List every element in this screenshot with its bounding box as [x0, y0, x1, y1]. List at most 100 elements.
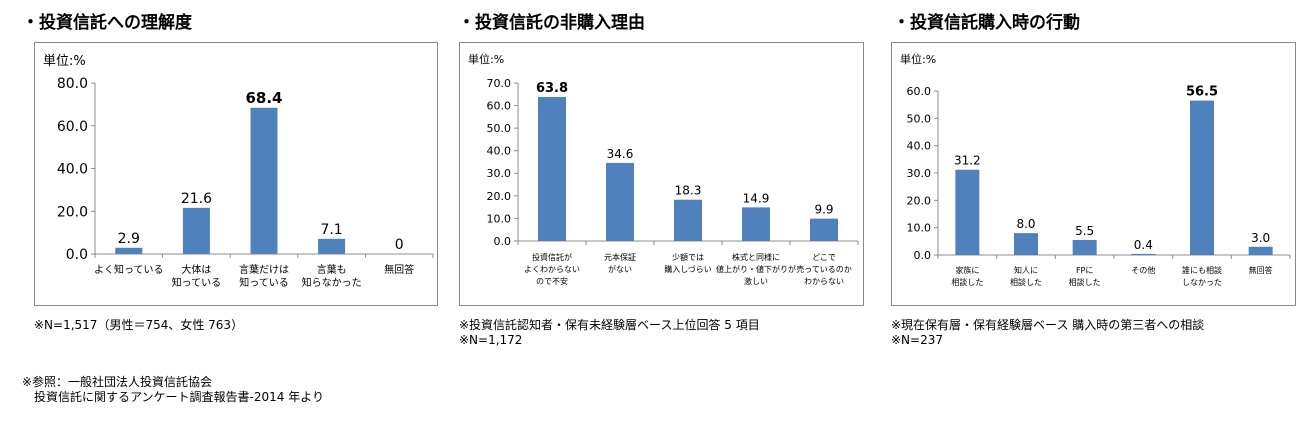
- source-reference: ※参照：一般社団法人投資信託協会 投資信託に関するアンケート調査報告書-2014…: [22, 375, 324, 405]
- chart1-panel: 単位:% 0.0 20.0 40.0 60.0 80.0 2.9 よく知っている 21.6 大体…: [34, 42, 438, 306]
- y-tick-label: 20.0: [487, 190, 512, 203]
- bar: [810, 218, 838, 241]
- category-label: 投資信託が: [532, 252, 572, 262]
- chart1-note: ※N=1,517（男性＝754、女性 763）: [34, 318, 243, 333]
- data-label: 34.6: [607, 147, 634, 161]
- bar: [1190, 100, 1214, 255]
- category-label: 激しい: [744, 276, 768, 286]
- data-label: 14.9: [743, 191, 770, 205]
- chart3-title: ・投資信託購入時の行動: [893, 13, 1080, 33]
- category-label: 無回答: [1249, 265, 1273, 275]
- category-label: 無回答: [384, 263, 414, 276]
- category-label: どこで: [812, 253, 836, 262]
- category-label: ので不安: [536, 276, 568, 286]
- data-label: 5.5: [1075, 224, 1094, 238]
- category-label: 家族に: [955, 265, 979, 275]
- bar: [1014, 233, 1038, 255]
- chart2-note: ※投資信託認知者・保有未経験層ベース上位回答 5 項目 ※N=1,172: [459, 318, 760, 348]
- chart3-note-line-1: ※現在保有層・保有経験層ベース 購入時の第三者への相談: [891, 318, 1205, 332]
- category-label: 相談した: [1069, 277, 1101, 287]
- bar: [1131, 253, 1156, 255]
- data-label: 21.6: [181, 191, 212, 207]
- category-label: 言葉だけは: [239, 263, 289, 276]
- y-tick-label: 50.0: [487, 122, 512, 135]
- data-label: 18.3: [675, 184, 702, 198]
- data-label: 9.9: [814, 203, 833, 217]
- chart3-note-line-2: ※N=237: [891, 333, 943, 347]
- category-label: わからない: [804, 277, 844, 286]
- y-tick-label: 50.0: [907, 112, 932, 125]
- y-tick-label: 0.0: [494, 235, 512, 248]
- bar: [955, 169, 980, 255]
- chart3-panel: 単位:% 0.0 10.0 20.0 30.0 40.0 50.0 60.0 31.2 家族に相…: [891, 42, 1296, 306]
- category-label: 大体は: [181, 263, 211, 276]
- chart2-note-line-2: ※N=1,172: [459, 333, 523, 347]
- bar: [115, 247, 143, 254]
- category-label: 少額では: [672, 252, 704, 262]
- category-label: 知人に: [1014, 265, 1038, 275]
- data-label: 31.2: [954, 154, 981, 168]
- bar: [538, 96, 566, 241]
- data-label: 68.4: [245, 89, 282, 107]
- source-line-2: 投資信託に関するアンケート調査報告書-2014 年より: [22, 390, 324, 404]
- chart2-unit-label: 単位:%: [468, 53, 505, 66]
- category-label: よく知っている: [94, 263, 164, 276]
- bar: [250, 107, 278, 254]
- category-label: 相談した: [951, 277, 983, 287]
- category-label: がない: [608, 264, 632, 274]
- category-label: 値上がり・値下がりが: [716, 264, 796, 274]
- category-label: 誰にも相談: [1182, 265, 1222, 275]
- y-tick-label: 0.0: [914, 249, 932, 262]
- category-label: 言葉も: [317, 263, 347, 276]
- data-label: 63.8: [536, 81, 568, 96]
- y-tick-label: 20.0: [907, 194, 932, 207]
- data-label: 7.1: [320, 222, 342, 238]
- y-tick-label: 80.0: [57, 76, 88, 92]
- y-tick-label: 30.0: [487, 167, 512, 180]
- data-label: 3.0: [1251, 231, 1270, 245]
- chart3-unit-label: 単位:%: [900, 53, 937, 66]
- chart1-note-line: ※N=1,517（男性＝754、女性 763）: [34, 318, 244, 332]
- category-label: 知っている: [172, 276, 222, 289]
- category-label: その他: [1131, 265, 1155, 275]
- chart3-note: ※現在保有層・保有経験層ベース 購入時の第三者への相談 ※N=237: [891, 318, 1204, 348]
- y-tick-label: 70.0: [487, 77, 512, 90]
- y-tick-label: 60.0: [57, 119, 88, 135]
- bar: [182, 207, 210, 254]
- chart2-note-line-1: ※投資信託認知者・保有未経験層ベース上位回答 5 項目: [459, 318, 760, 332]
- bar: [318, 238, 346, 254]
- data-label: 0: [395, 237, 404, 253]
- chart2-panel: 単位:% 0.0 10.0 20.0 30.0 40.0 50.0 60.0 70.0 63.8…: [459, 42, 864, 306]
- y-tick-label: 0.0: [66, 247, 88, 263]
- y-tick-label: 10.0: [907, 222, 932, 235]
- y-tick-label: 30.0: [907, 167, 932, 180]
- category-label: 売っているのか: [796, 264, 852, 274]
- y-tick-label: 20.0: [57, 204, 88, 220]
- y-tick-label: 10.0: [487, 212, 512, 225]
- category-label: 知っている: [239, 276, 289, 289]
- bar: [606, 162, 634, 241]
- bar: [674, 199, 702, 241]
- chart1-plot: 0.0 20.0 40.0 60.0 80.0 2.9 よく知っている 21.6 大体は知ってい…: [57, 76, 434, 289]
- category-label: 購入しづらい: [664, 264, 712, 274]
- y-tick-label: 60.0: [487, 100, 512, 113]
- category-label: 株式と同様に: [732, 252, 780, 262]
- y-tick-label: 40.0: [57, 162, 88, 178]
- chart1-unit-label: 単位:%: [43, 54, 86, 69]
- category-label: よくわからない: [524, 265, 580, 274]
- source-line-1: ※参照：一般社団法人投資信託協会: [22, 375, 213, 389]
- bar: [1072, 239, 1097, 255]
- y-tick-label: 40.0: [487, 145, 512, 158]
- category-label: しなかった: [1182, 278, 1222, 287]
- y-tick-label: 60.0: [907, 85, 932, 98]
- category-label: FPに: [1076, 266, 1093, 275]
- y-tick-label: 40.0: [907, 140, 932, 153]
- chart1-title: ・投資信託への理解度: [22, 13, 192, 33]
- data-label: 0.4: [1134, 238, 1153, 252]
- data-label: 8.0: [1016, 217, 1035, 231]
- bar: [742, 207, 770, 241]
- category-label: 知らなかった: [302, 276, 362, 289]
- data-label: 2.9: [118, 231, 140, 247]
- data-label: 56.5: [1186, 85, 1218, 100]
